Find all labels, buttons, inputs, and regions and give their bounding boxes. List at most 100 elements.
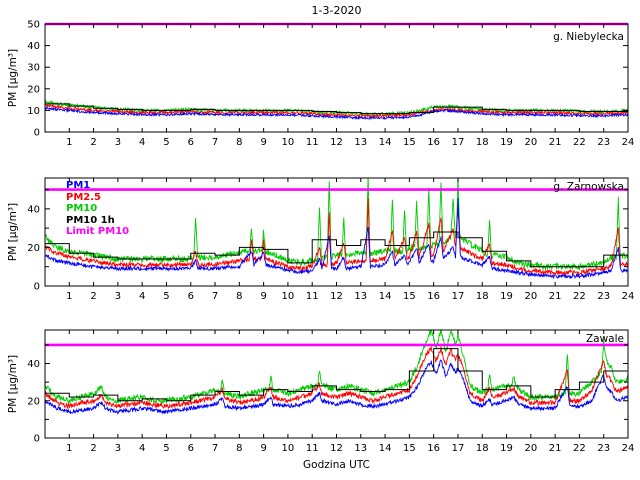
svg-text:18: 18 [476, 443, 489, 454]
svg-text:5: 5 [163, 137, 169, 148]
svg-text:15: 15 [403, 443, 416, 454]
svg-text:15: 15 [403, 137, 416, 148]
legend-item-limit-pm10: Limit PM10 [66, 226, 130, 237]
svg-text:10: 10 [282, 291, 295, 302]
svg-text:12: 12 [330, 443, 343, 454]
svg-text:21: 21 [549, 443, 562, 454]
svg-text:9: 9 [260, 291, 266, 302]
svg-text:20: 20 [524, 291, 537, 302]
svg-text:2: 2 [90, 137, 96, 148]
chart-title: 1-3-2020 [311, 4, 362, 17]
panel-niebylecka: 1 2 3 4 5 6 7 8 9 10 11 12 13 14 15 16 17 18 19 20 21 22 23 240… [27, 20, 634, 149]
svg-text:9: 9 [260, 137, 266, 148]
svg-text:20: 20 [524, 443, 537, 454]
svg-text:11: 11 [306, 443, 319, 454]
svg-text:4: 4 [139, 137, 145, 148]
svg-text:22: 22 [573, 443, 586, 454]
station-label-niebylecka: g. Niebylecka [553, 31, 624, 43]
svg-text:15: 15 [403, 291, 416, 302]
y-axis-label-panel3: PM [µg/m³] [7, 354, 19, 414]
svg-text:12: 12 [330, 137, 343, 148]
svg-text:22: 22 [573, 137, 586, 148]
svg-text:1: 1 [66, 137, 72, 148]
svg-text:0: 0 [34, 128, 40, 139]
svg-text:2: 2 [90, 443, 96, 454]
svg-text:50: 50 [27, 20, 40, 31]
svg-text:19: 19 [500, 291, 513, 302]
svg-text:11: 11 [306, 137, 319, 148]
svg-text:24: 24 [622, 291, 635, 302]
svg-text:7: 7 [212, 291, 218, 302]
svg-text:22: 22 [573, 291, 586, 302]
svg-text:5: 5 [163, 443, 169, 454]
svg-text:20: 20 [27, 396, 40, 407]
svg-text:6: 6 [188, 443, 194, 454]
svg-text:3: 3 [115, 291, 121, 302]
svg-text:14: 14 [379, 291, 392, 302]
svg-text:24: 24 [622, 443, 635, 454]
svg-text:23: 23 [597, 137, 610, 148]
svg-text:17: 17 [452, 137, 465, 148]
station-label-zawale: Zawale [585, 333, 624, 345]
svg-text:18: 18 [476, 137, 489, 148]
svg-text:6: 6 [188, 291, 194, 302]
svg-text:19: 19 [500, 443, 513, 454]
svg-text:10: 10 [282, 443, 295, 454]
svg-text:10: 10 [27, 106, 40, 117]
svg-text:4: 4 [139, 443, 145, 454]
svg-text:3: 3 [115, 443, 121, 454]
svg-text:24: 24 [622, 137, 635, 148]
svg-text:17: 17 [452, 291, 465, 302]
svg-text:11: 11 [306, 291, 319, 302]
svg-text:8: 8 [236, 137, 242, 148]
svg-text:0: 0 [34, 282, 40, 293]
y-axis-label-panel1: PM [µg/m³] [7, 48, 19, 108]
legend-item-pm10-1h: PM10 1h [66, 214, 115, 226]
station-label-zarnowska: g. Zarnowska [553, 181, 624, 193]
svg-text:17: 17 [452, 443, 465, 454]
svg-text:40: 40 [27, 41, 40, 52]
svg-text:7: 7 [212, 137, 218, 148]
svg-text:1: 1 [66, 443, 72, 454]
y-axis-label-panel2: PM [µg/m³] [7, 202, 19, 262]
svg-text:9: 9 [260, 443, 266, 454]
legend-item-pm10: PM10 [66, 203, 98, 214]
svg-text:0: 0 [34, 434, 40, 445]
svg-text:14: 14 [379, 443, 392, 454]
panel-zarnowska: 1 2 3 4 5 6 7 8 9 10 11 12 13 14 15 16 17 18 19 20 21 22 23 240… [27, 177, 635, 302]
svg-text:18: 18 [476, 291, 489, 302]
legend-item-pm25: PM2.5 [66, 191, 101, 203]
svg-text:8: 8 [236, 291, 242, 302]
svg-text:23: 23 [597, 443, 610, 454]
svg-text:13: 13 [354, 443, 367, 454]
svg-text:20: 20 [27, 243, 40, 254]
panel-zawale: 1 2 3 4 5 6 7 8 9 10 11 12 13 14 15 16 17 18 19 20 21 22 23 240… [27, 329, 635, 454]
svg-text:20: 20 [27, 84, 40, 95]
svg-text:7: 7 [212, 443, 218, 454]
svg-text:13: 13 [354, 291, 367, 302]
svg-text:20: 20 [524, 137, 537, 148]
svg-text:3: 3 [115, 137, 121, 148]
svg-text:23: 23 [597, 291, 610, 302]
svg-text:16: 16 [427, 443, 440, 454]
svg-text:1: 1 [66, 291, 72, 302]
legend: PM1 PM2.5 PM10 PM10 1h Limit PM10 [66, 180, 129, 238]
svg-text:8: 8 [236, 443, 242, 454]
x-axis-label: Godzina UTC [303, 459, 370, 471]
svg-text:19: 19 [500, 137, 513, 148]
svg-text:40: 40 [27, 359, 40, 370]
svg-text:4: 4 [139, 291, 145, 302]
svg-text:12: 12 [330, 291, 343, 302]
svg-text:2: 2 [90, 291, 96, 302]
legend-item-pm1: PM1 [66, 180, 91, 191]
svg-text:21: 21 [549, 291, 562, 302]
svg-text:13: 13 [354, 137, 367, 148]
svg-text:14: 14 [379, 137, 392, 148]
svg-text:10: 10 [282, 137, 295, 148]
svg-text:30: 30 [27, 63, 40, 74]
svg-text:40: 40 [27, 204, 40, 215]
svg-text:21: 21 [549, 137, 562, 148]
svg-text:16: 16 [427, 137, 440, 148]
